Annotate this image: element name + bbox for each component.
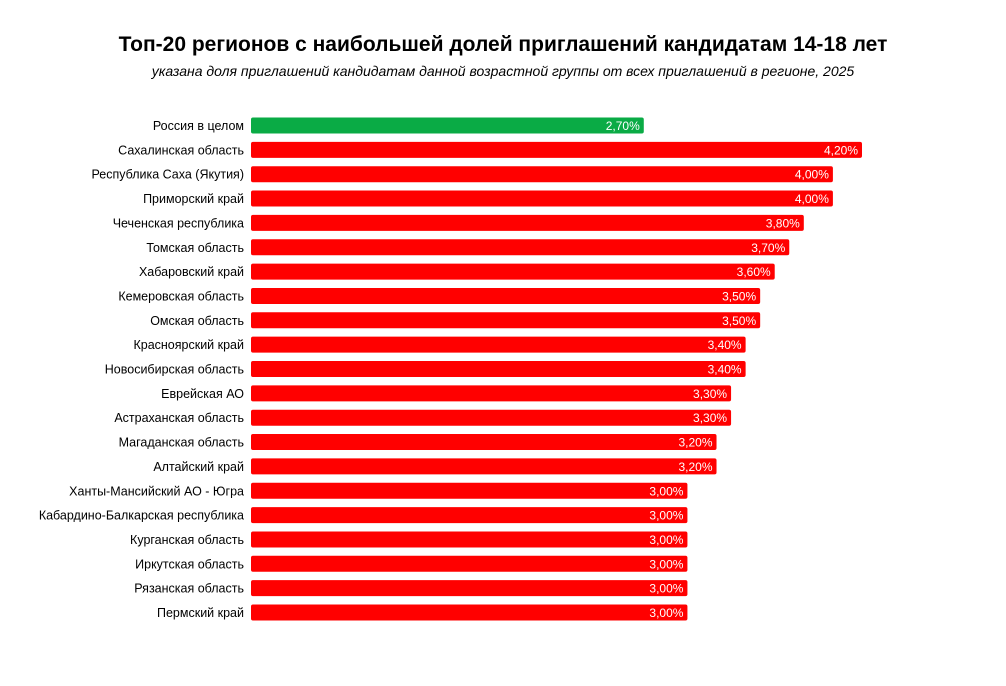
value-label: 4,00% <box>795 192 829 206</box>
category-label: Кабардино-Балкарская республика <box>39 509 244 523</box>
chart-title: Топ-20 регионов с наибольшей долей пригл… <box>118 33 888 56</box>
value-label: 3,20% <box>678 436 712 450</box>
bar <box>251 336 746 353</box>
value-label: 3,00% <box>649 509 683 523</box>
value-label: 3,00% <box>649 582 683 596</box>
value-label: 3,00% <box>649 557 683 571</box>
category-label: Чеченская республика <box>113 216 244 230</box>
value-label: 3,50% <box>722 314 756 328</box>
category-label: Астраханская область <box>114 411 244 425</box>
category-label: Рязанская область <box>134 582 244 596</box>
value-label: 3,00% <box>649 606 683 620</box>
bar <box>251 239 790 256</box>
value-label: 3,20% <box>678 460 712 474</box>
category-label: Курганская область <box>130 533 244 547</box>
value-label: 3,30% <box>693 387 727 401</box>
category-label: Красноярский край <box>133 338 244 352</box>
value-label: 3,00% <box>649 533 683 547</box>
value-label: 3,40% <box>708 338 742 352</box>
category-label: Россия в целом <box>153 119 244 133</box>
category-label: Новосибирская область <box>105 363 244 377</box>
value-label: 2,70% <box>606 119 640 133</box>
category-label: Алтайский край <box>153 460 244 474</box>
bar <box>251 531 688 548</box>
chart-subtitle: указана доля приглашений кандидатам данн… <box>151 63 855 79</box>
value-label: 3,70% <box>751 241 785 255</box>
bar <box>251 434 717 451</box>
bar <box>251 458 717 475</box>
category-label: Омская область <box>150 314 244 328</box>
category-label: Приморский край <box>143 192 244 206</box>
category-label: Ханты-Мансийский АО - Югра <box>69 484 244 498</box>
bar <box>251 263 775 280</box>
category-label: Томская область <box>146 241 244 255</box>
bar <box>251 141 862 158</box>
bar <box>251 312 761 329</box>
value-label: 3,60% <box>737 265 771 279</box>
value-label: 3,00% <box>649 484 683 498</box>
value-label: 3,30% <box>693 411 727 425</box>
bar <box>251 287 761 304</box>
bar <box>251 190 833 207</box>
value-label: 4,20% <box>824 143 858 157</box>
value-label: 3,80% <box>766 216 800 230</box>
category-label: Магаданская область <box>119 436 244 450</box>
category-label: Пермский край <box>157 606 244 620</box>
bar <box>251 117 644 134</box>
bar <box>251 604 688 621</box>
bar <box>251 555 688 572</box>
category-label: Республика Саха (Якутия) <box>91 168 244 182</box>
value-label: 4,00% <box>795 168 829 182</box>
category-label: Еврейская АО <box>161 387 244 401</box>
value-label: 3,50% <box>722 289 756 303</box>
value-label: 3,40% <box>708 363 742 377</box>
bar <box>251 361 746 377</box>
category-label: Сахалинская область <box>118 143 244 157</box>
bar <box>251 409 732 426</box>
category-label: Иркутская область <box>135 557 244 571</box>
bar <box>251 482 688 499</box>
bar <box>251 507 688 524</box>
bar <box>251 166 833 183</box>
bar <box>251 214 804 231</box>
bar <box>251 385 732 402</box>
bar <box>251 580 688 597</box>
category-label: Хабаровский край <box>139 265 244 279</box>
category-label: Кемеровская область <box>118 289 244 303</box>
